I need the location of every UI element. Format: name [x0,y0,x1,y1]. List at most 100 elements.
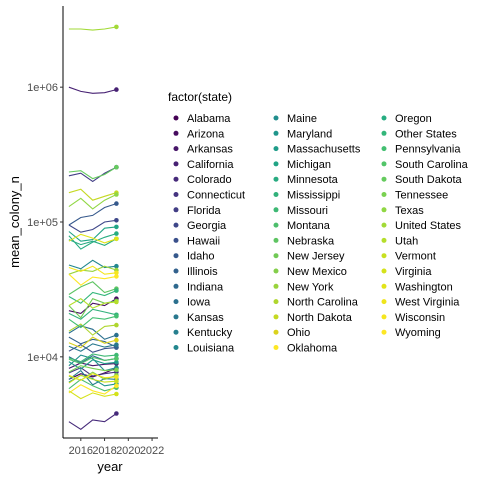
legend-key [274,314,279,319]
legend-key [382,253,387,258]
legend-key [174,314,179,319]
y-tick-label: 1e+06 [27,82,58,94]
legend-key [382,116,387,121]
series-line-wyoming [69,274,117,285]
series-line-colorado [69,414,117,430]
legend-label: West Virginia [395,297,460,309]
series-lines [69,27,117,429]
legend-label: Virginia [395,266,432,278]
legend-label: North Carolina [287,297,359,309]
legend-key [382,192,387,197]
legend-key [274,131,279,136]
legend-key [274,299,279,304]
legend-label: Arizona [187,128,225,140]
legend-key [174,146,179,151]
legend-label: Iowa [187,297,211,309]
legend-label: Texas [395,205,424,217]
legend-key [382,223,387,228]
legend-label: Mississippi [287,190,340,202]
series-points [114,25,119,416]
y-axis-title: mean_colony_n [7,176,22,268]
legend-label: Louisiana [187,343,235,355]
legend-key [274,330,279,335]
legend-label: Georgia [187,220,227,232]
series-point-kansas [114,342,119,347]
x-tick-label: 2022 [140,445,164,457]
y-tick-label: 1e+05 [27,217,58,229]
legend-key [382,330,387,335]
series-point-oklahoma [114,384,119,389]
legend: factor(state) Alabama Arizona Arkansas Cali… [168,90,469,355]
legend-label: New Mexico [287,266,347,278]
legend-key [174,177,179,182]
legend-label: Tennessee [395,190,448,202]
legend-label: Missouri [287,205,328,217]
y-axis-ticks: 1e+04 1e+05 1e+06 [27,82,63,364]
y-tick-label: 1e+04 [27,352,58,364]
series-line-florida [69,167,117,181]
series-point-virginia [114,392,119,397]
legend-label: Massachusetts [287,144,361,156]
legend-key [274,161,279,166]
legend-key [174,131,179,136]
legend-key [382,161,387,166]
legend-key [174,253,179,258]
series-point-pennsylvania [114,314,119,319]
legend-label: California [187,159,234,171]
legend-label: Kansas [187,312,224,324]
series-line-united-states [69,27,117,30]
legend-label: Maryland [287,128,332,140]
series-point-iowa [114,333,119,338]
legend-key [274,207,279,212]
series-point-texas [114,192,119,197]
legend-key [174,330,179,335]
legend-label: Kentucky [187,327,233,339]
legend-key [174,269,179,274]
legend-label: Illinois [187,266,218,278]
series-point-west-virginia [114,375,119,380]
legend-label: Other States [395,128,457,140]
legend-key [274,238,279,243]
legend-label: South Carolina [395,159,469,171]
legend-key [274,146,279,151]
legend-key [274,253,279,258]
legend-key [174,299,179,304]
legend-label: Utah [395,235,418,247]
legend-label: Connecticut [187,190,245,202]
series-point-ohio [114,338,119,343]
legend-label: Washington [395,281,453,293]
legend-key [274,284,279,289]
series-point-tennessee [114,368,119,373]
series-line-california [69,87,117,93]
series-point-idaho [114,201,119,206]
series-point-utah [114,300,119,305]
series-line-texas [69,195,117,209]
legend-label: Colorado [187,174,232,186]
legend-key [382,146,387,151]
series-point-north-carolina [114,323,119,328]
legend-key [174,116,179,121]
legend-label: Oregon [395,113,432,125]
series-point-oregon [114,231,119,236]
legend-key [174,284,179,289]
legend-label: Nebraska [287,235,335,247]
legend-label: Maine [287,113,317,125]
legend-label: New York [287,281,334,293]
series-point-united-states [114,25,119,30]
x-axis-title: year [97,459,123,474]
legend-key [382,131,387,136]
series-line-south-dakota [69,167,117,178]
series-point-vermont [114,379,119,384]
legend-key [274,116,279,121]
series-point-other-states [114,288,119,293]
legend-key [382,207,387,212]
series-line-virginia [69,391,117,399]
legend-key [174,161,179,166]
legend-label: Hawaii [187,235,220,247]
series-line-georgia [69,220,117,232]
legend-key [174,207,179,212]
legend-label: Minnesota [287,174,339,186]
legend-key [382,238,387,243]
legend-label: Alabama [187,113,231,125]
